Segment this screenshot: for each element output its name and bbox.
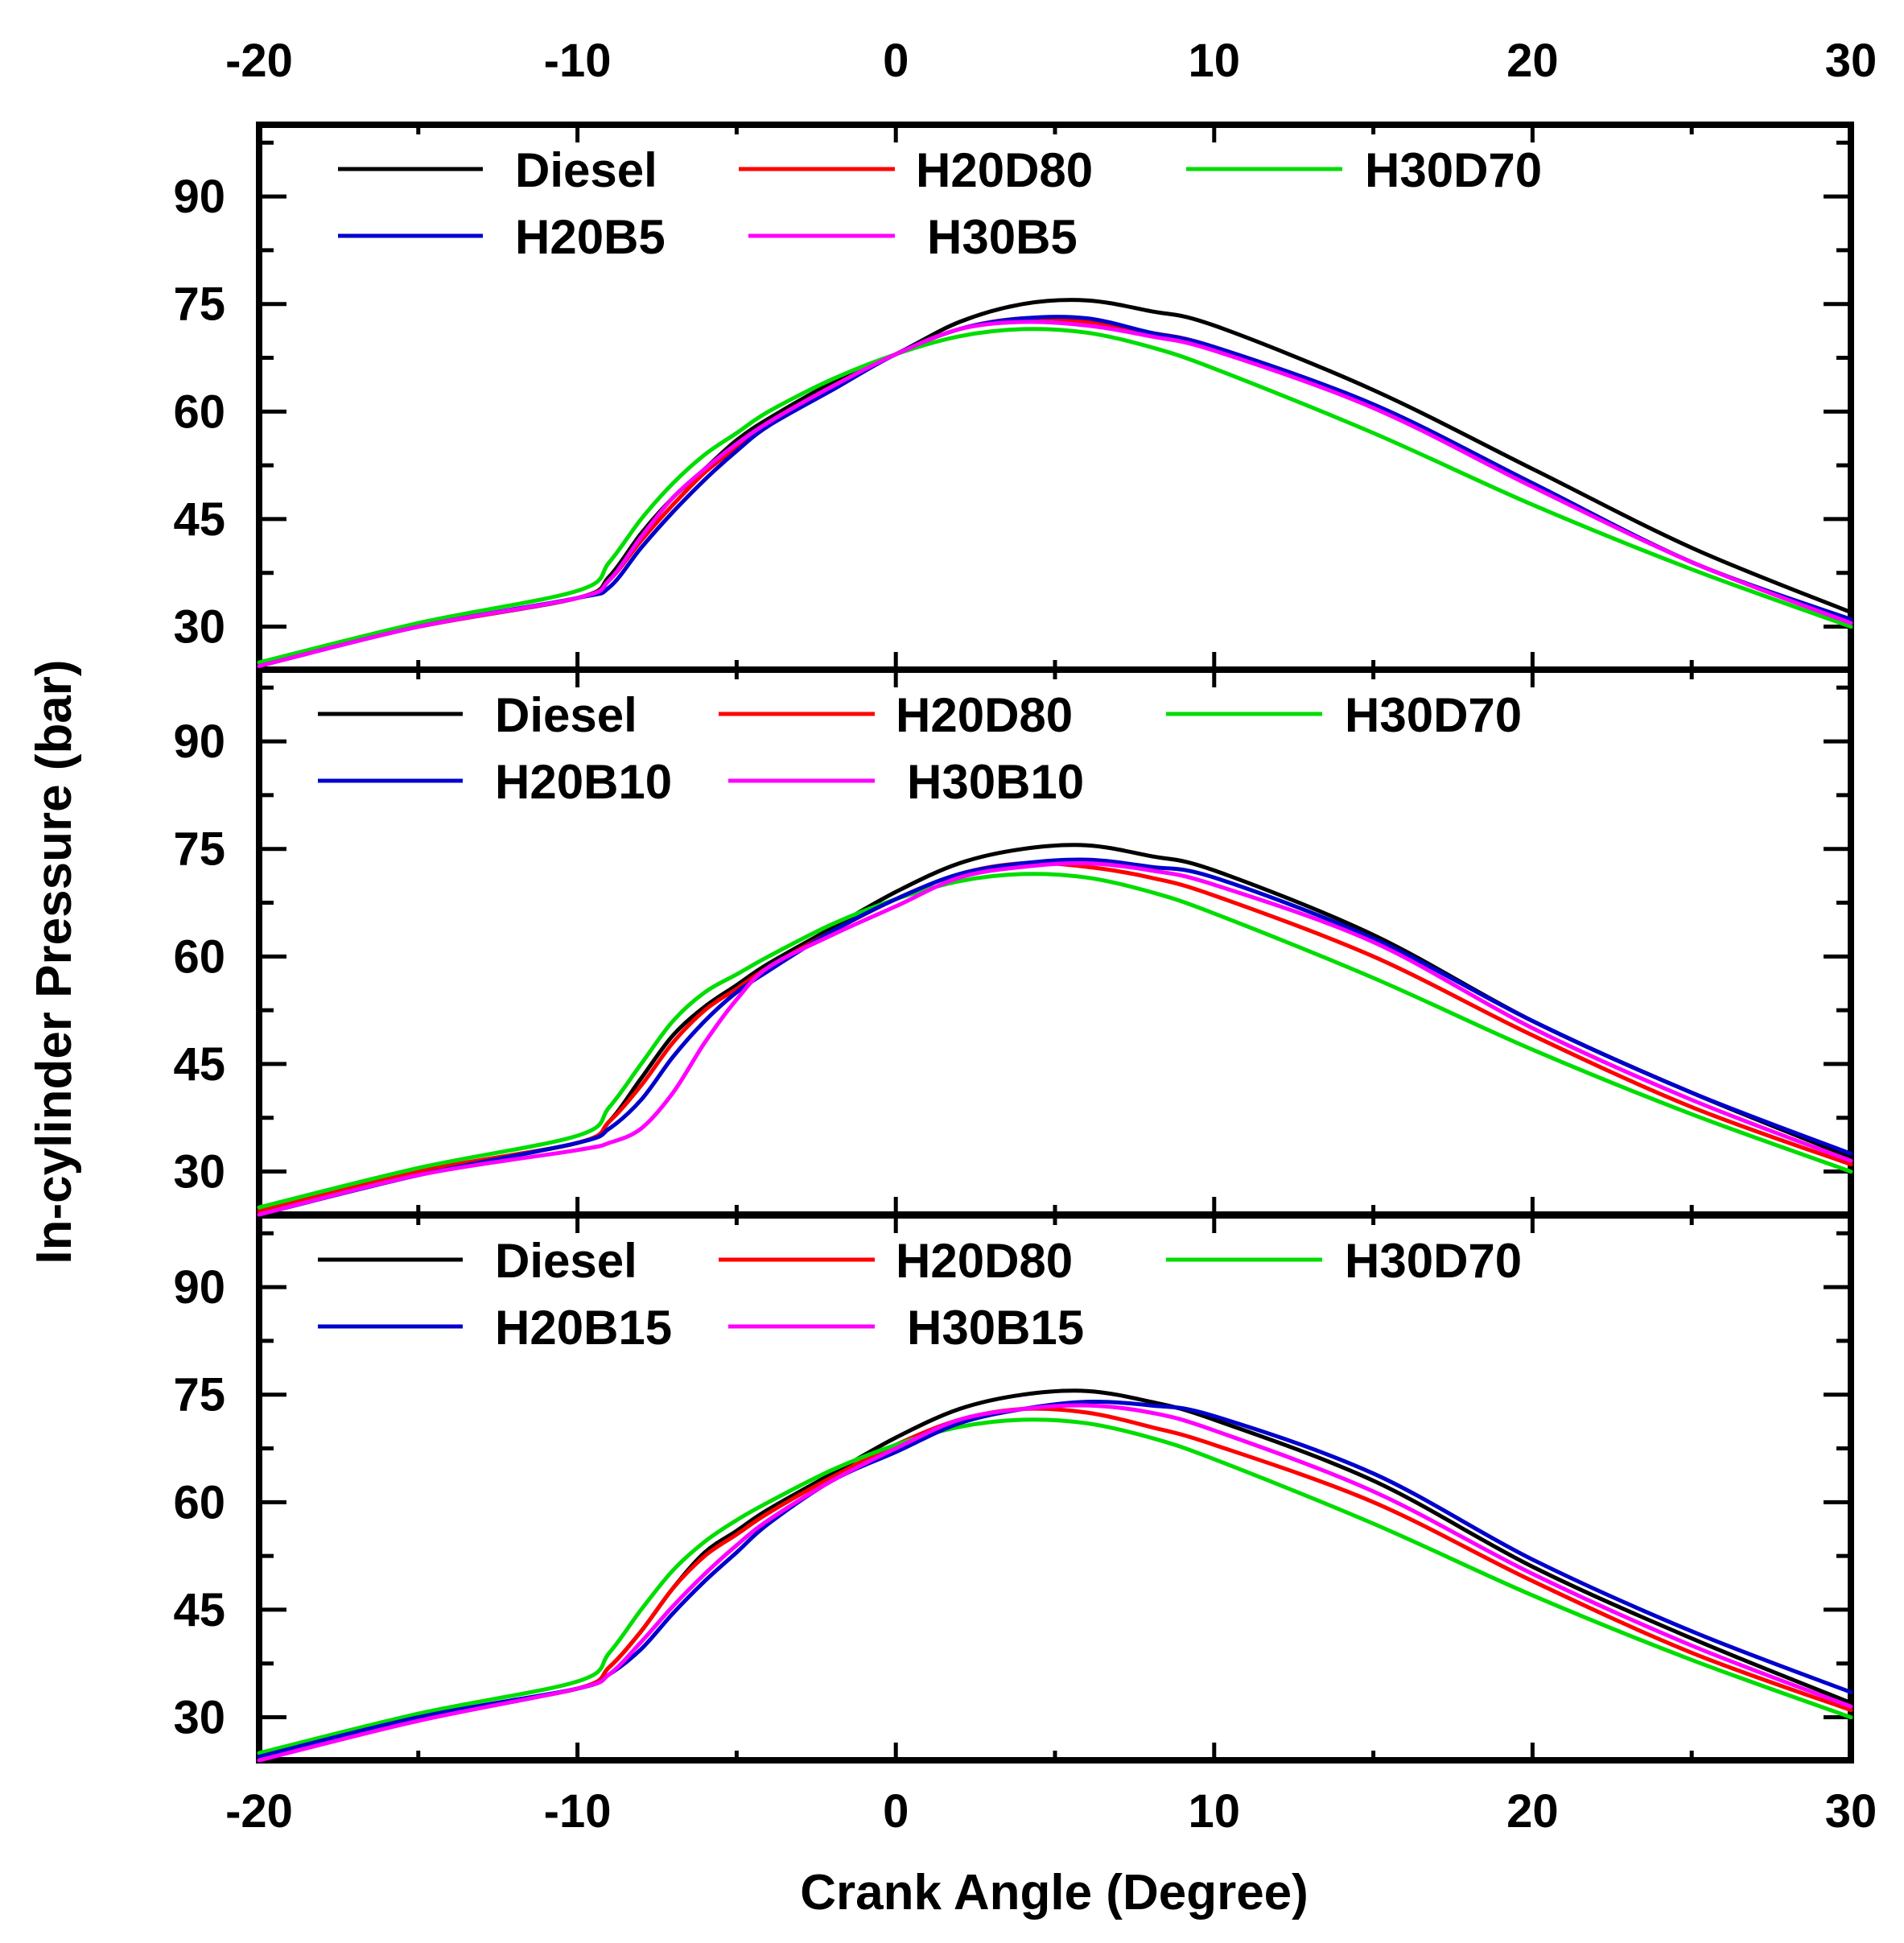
tick-labels: -20 -20 -10 -10 0 0 10 10 20 20 30 30 30 45 60 75 90 30 45…	[173, 35, 1877, 1838]
y-tick-label: 60	[173, 386, 225, 438]
x-tick-label-top: -10	[544, 35, 612, 87]
x-tick-label-bottom: -10	[544, 1785, 612, 1838]
legend-label: H20B15	[495, 1301, 672, 1355]
legend-label: H30D70	[1345, 688, 1522, 742]
axis-ticks	[257, 125, 1853, 1760]
series-line-h30b15	[257, 1403, 1853, 1763]
legend-label: H30D70	[1345, 1234, 1522, 1288]
series-line-h30b5	[257, 320, 1853, 668]
legend-label: H20D80	[916, 143, 1093, 197]
y-tick-label: 30	[173, 1692, 225, 1744]
x-tick-label-bottom: 20	[1506, 1785, 1559, 1838]
panel-frame	[256, 1212, 1854, 1764]
legend-label: Diesel	[495, 1234, 637, 1288]
x-tick-label-bottom: 0	[883, 1785, 909, 1838]
legend-label: H20B5	[515, 210, 666, 264]
y-tick-label: 60	[173, 930, 225, 983]
panel-frames	[256, 122, 1854, 1764]
y-tick-label: 75	[173, 823, 225, 876]
x-axis-title: Crank Angle (Degree)	[800, 1865, 1308, 1920]
y-tick-label: 75	[173, 1369, 225, 1421]
y-tick-label: 90	[173, 716, 225, 768]
legends: Diesel H20D80 H30D70 H20B5 H30B5 Diesel H20D80…	[318, 143, 1542, 1355]
x-tick-label-bottom: -20	[225, 1785, 293, 1838]
y-tick-label: 45	[173, 1038, 225, 1091]
x-tick-label-top: 20	[1506, 35, 1559, 87]
x-tick-label-bottom: 10	[1189, 1785, 1241, 1838]
x-tick-label-top: 30	[1825, 35, 1877, 87]
legend-label: Diesel	[515, 143, 657, 197]
x-tick-label-bottom: 30	[1825, 1785, 1877, 1838]
y-tick-label: 90	[173, 1261, 225, 1314]
legend-label: Diesel	[495, 688, 637, 742]
y-tick-label: 45	[173, 493, 225, 546]
legend-label: H20B10	[495, 755, 672, 809]
legend-label: H30B15	[907, 1301, 1084, 1355]
x-tick-label-top: 10	[1189, 35, 1241, 87]
panel-frame	[256, 122, 1854, 673]
y-tick-label: 45	[173, 1584, 225, 1636]
y-tick-label: 90	[173, 171, 225, 223]
series-lines	[257, 298, 1853, 1763]
x-tick-label-top: 0	[883, 35, 909, 87]
y-tick-label: 60	[173, 1476, 225, 1528]
legend-label: H20D80	[896, 688, 1073, 742]
series-line-h20b10	[257, 857, 1853, 1217]
legend-label: H30D70	[1365, 143, 1542, 197]
legend-label: H20D80	[896, 1234, 1073, 1288]
legend-label: H30B5	[927, 210, 1078, 264]
y-tick-label: 75	[173, 278, 225, 331]
x-tick-label-top: -20	[225, 35, 293, 87]
legend-label: H30B10	[907, 755, 1084, 809]
panel-frame	[256, 666, 1854, 1218]
y-axis-title: In-cylinder Pressure (bar)	[27, 659, 82, 1264]
y-tick-label: 30	[173, 601, 225, 654]
y-tick-label: 30	[173, 1146, 225, 1198]
series-line-h30b10	[257, 860, 1853, 1217]
